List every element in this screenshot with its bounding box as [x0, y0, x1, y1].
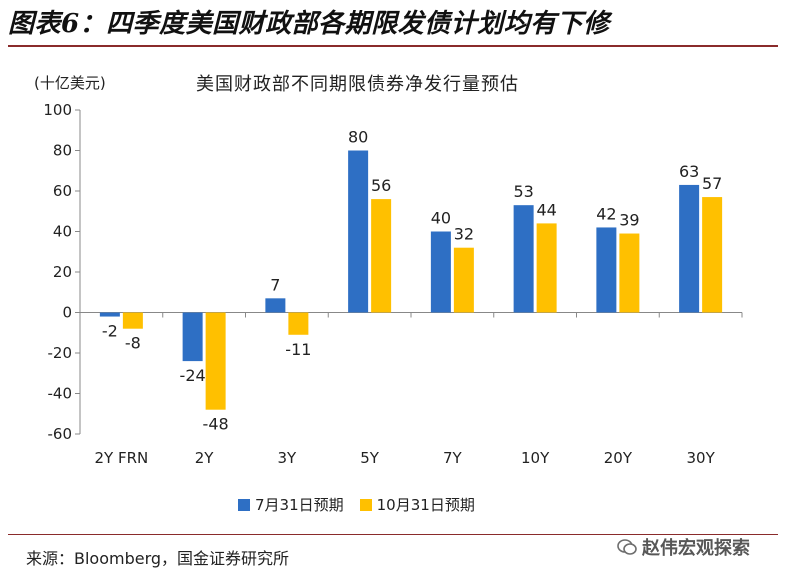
unit-label: (十亿美元) [34, 74, 106, 92]
source-note: 来源：Bloomberg，国金证券研究所 [26, 549, 290, 568]
y-tick-label: 40 [53, 223, 72, 241]
data-label-series-2: 44 [536, 200, 556, 219]
bar-series-1 [679, 184, 700, 313]
y-tick-label: 0 [62, 304, 72, 322]
bar-series-1 [348, 150, 369, 313]
chart-title: 美国财政部不同期限债券净发行量预估 [196, 74, 519, 95]
bar-series-2 [453, 247, 474, 313]
bar-series-2 [619, 233, 640, 313]
bar-series-2 [122, 312, 143, 329]
data-label-series-1: -2 [102, 322, 118, 341]
y-tick-label: 60 [53, 182, 72, 200]
chart-legend: 7月31日预期 10月31日预期 [238, 494, 491, 515]
x-category-label: 3Y [278, 449, 298, 467]
x-category-label: 2Y [195, 449, 215, 467]
title-divider [8, 45, 778, 47]
bar-series-2 [371, 199, 392, 313]
bar-series-2 [288, 312, 309, 335]
figure-title: 图表6：四季度美国财政部各期限发债计划均有下修 [8, 9, 610, 39]
data-label-series-1: 63 [679, 162, 699, 181]
legend-label-series-1: 7月31日预期 [255, 496, 344, 514]
data-label-series-2: 32 [454, 225, 474, 244]
bar-series-1 [99, 312, 120, 317]
data-label-series-2: -48 [203, 415, 229, 434]
bar-series-1 [430, 231, 451, 313]
data-label-series-1: 80 [348, 128, 368, 147]
wechat-icon [617, 539, 637, 555]
x-category-label: 5Y [360, 449, 380, 467]
data-label-series-2: 39 [619, 211, 639, 230]
x-category-label: 10Y [521, 449, 550, 467]
legend-label-series-2: 10月31日预期 [376, 496, 475, 514]
legend-swatch-series-2 [359, 498, 372, 511]
legend-swatch-series-1 [238, 498, 250, 511]
bar-series-2 [205, 312, 226, 410]
x-category-label: 20Y [604, 449, 633, 467]
x-category-label: 7Y [443, 449, 463, 467]
bar-series-2 [536, 223, 557, 313]
chart-bars [99, 150, 723, 410]
data-label-series-1: 40 [431, 209, 451, 228]
bar-series-2 [702, 197, 723, 313]
footer-divider [8, 534, 778, 535]
legend-item-series-1: 7月31日预期 [238, 494, 344, 515]
bar-series-1 [182, 312, 203, 362]
y-tick-label: 20 [53, 263, 72, 281]
bar-series-1 [265, 298, 286, 313]
y-tick-label: -60 [48, 425, 73, 443]
data-label-series-1: 53 [513, 182, 533, 201]
data-label-series-1: 7 [270, 275, 280, 294]
y-tick-label: -40 [48, 385, 73, 403]
watermark: 赵伟宏观探索 [616, 534, 750, 560]
legend-item-series-2: 10月31日预期 [359, 494, 475, 515]
y-tick-label: 80 [53, 142, 72, 160]
watermark-text: 赵伟宏观探索 [642, 538, 750, 559]
y-tick-label: -20 [48, 344, 73, 362]
x-category-label: 2Y FRN [95, 449, 149, 467]
data-label-series-2: -11 [285, 340, 311, 359]
data-label-series-2: 57 [702, 174, 722, 193]
x-category-label: 30Y [687, 449, 716, 467]
bar-series-1 [513, 205, 534, 313]
y-tick-label: 100 [43, 101, 72, 119]
data-label-series-1: 42 [596, 204, 616, 223]
data-label-series-1: -24 [180, 366, 206, 385]
chart-data-labels: -2 -24 7 80 40 53 42 63 -8 -48 -11 56 32 44 39 57 [102, 128, 722, 434]
data-label-series-2: 56 [371, 176, 391, 195]
data-label-series-2: -8 [125, 334, 141, 353]
bar-series-1 [596, 227, 617, 313]
